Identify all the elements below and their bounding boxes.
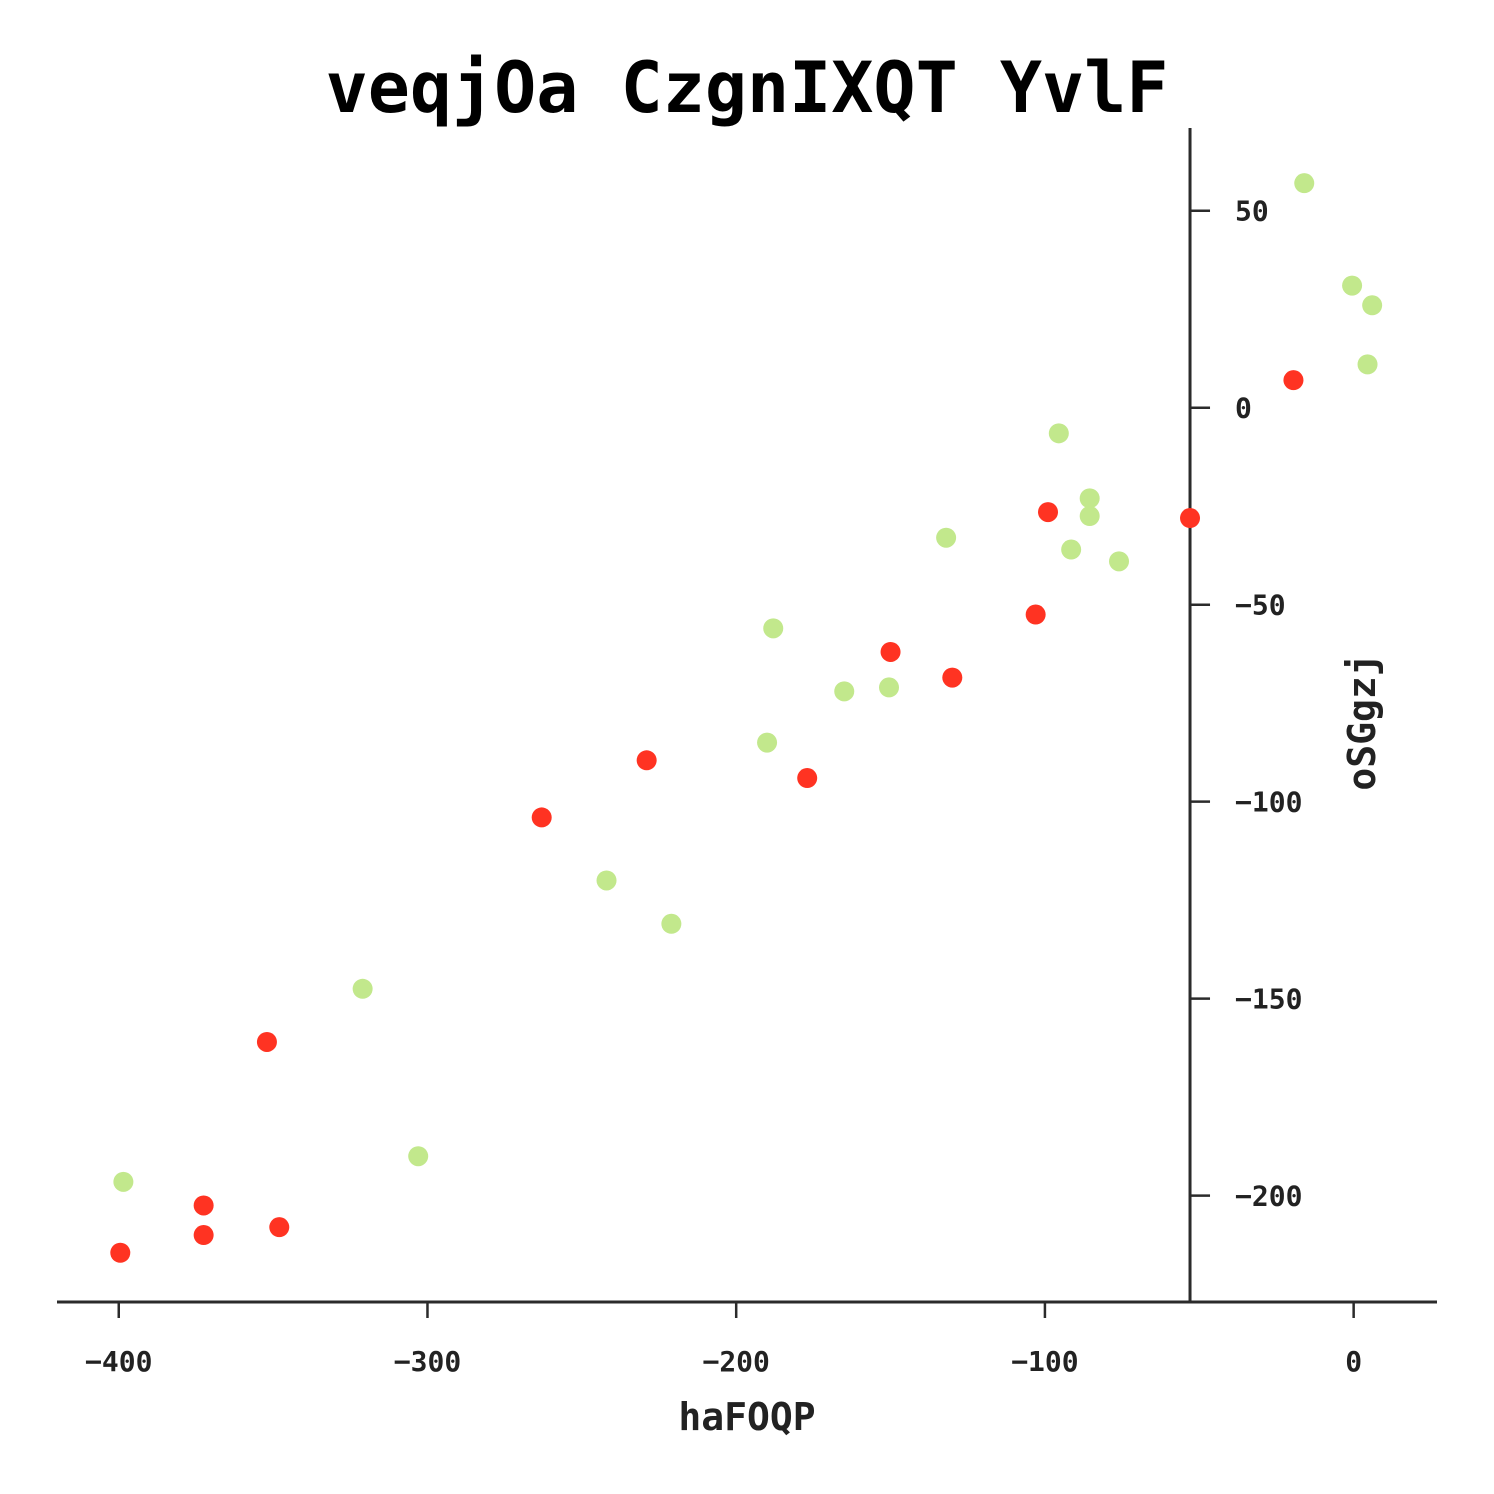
data-point	[256, 1031, 277, 1052]
x-tick-label: −300	[394, 1345, 461, 1378]
data-point	[269, 1217, 290, 1238]
data-point	[936, 527, 957, 548]
x-tick-label: 0	[1345, 1345, 1362, 1378]
y-tick-label: −50	[1235, 589, 1286, 622]
chart-title: veqjOa CzgnIXQT YvlF	[326, 47, 1169, 129]
data-point	[352, 978, 373, 999]
x-axis-ticks: −400 −300 −200 −100 0	[85, 1302, 1362, 1378]
data-point	[1079, 488, 1100, 509]
y-tick-label: 0	[1235, 392, 1252, 425]
y-tick-label: −150	[1235, 983, 1302, 1016]
data-point	[193, 1195, 214, 1216]
data-point	[1342, 275, 1363, 296]
data-point	[797, 768, 818, 789]
data-point	[879, 677, 900, 698]
data-point	[757, 732, 778, 753]
data-point	[193, 1225, 214, 1246]
data-point	[834, 681, 855, 702]
x-tick-label: −100	[1011, 1345, 1078, 1378]
data-point	[1283, 370, 1304, 391]
data-point	[661, 913, 682, 934]
data-point	[110, 1242, 131, 1263]
data-point	[1079, 506, 1100, 527]
data-point	[1048, 423, 1069, 444]
plot-area: −400 −300 −200 −100 0 −200 −150 −100 −50 0 50	[57, 128, 1437, 1378]
data-point	[596, 870, 617, 891]
data-point	[763, 618, 784, 639]
data-point	[1357, 354, 1378, 375]
data-point	[531, 807, 552, 828]
data-point	[1061, 539, 1082, 560]
x-axis-label: haFOQP	[678, 1395, 815, 1439]
y-tick-label: 50	[1235, 195, 1269, 228]
data-point	[113, 1171, 134, 1192]
x-tick-label: −200	[702, 1345, 769, 1378]
data-point	[1362, 295, 1383, 316]
data-point	[408, 1146, 429, 1167]
y-tick-label: −100	[1235, 786, 1302, 819]
data-point	[1180, 508, 1201, 529]
y-axis-ticks: −200 −150 −100 −50 0 50	[1190, 195, 1302, 1213]
data-point	[1038, 502, 1059, 523]
data-points	[110, 173, 1383, 1263]
y-tick-label: −200	[1235, 1180, 1302, 1213]
data-point	[1294, 173, 1315, 194]
data-point	[1109, 551, 1130, 572]
y-axis-label: oSGgzj	[1340, 653, 1384, 790]
x-tick-label: −400	[85, 1345, 152, 1378]
data-point	[636, 750, 657, 771]
data-point	[1025, 604, 1046, 625]
data-point	[942, 667, 963, 688]
data-point	[880, 641, 901, 662]
